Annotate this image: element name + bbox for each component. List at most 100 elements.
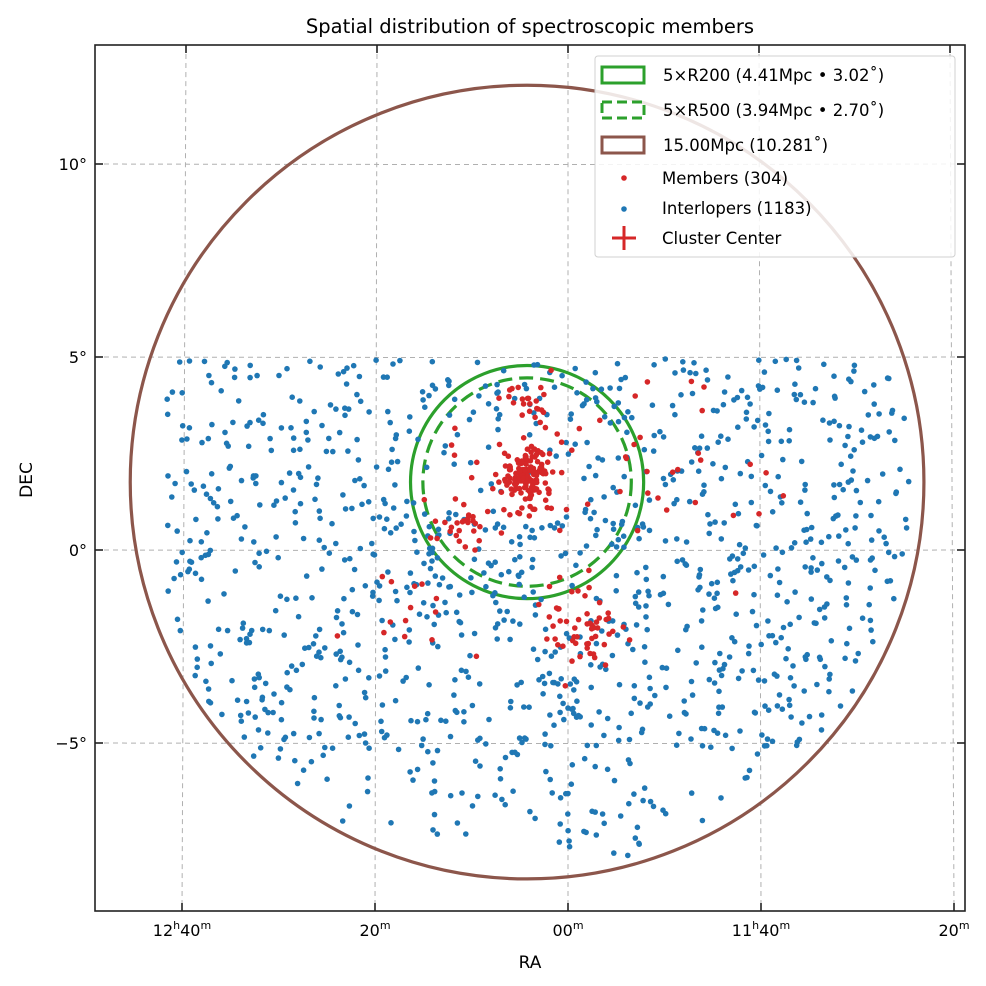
interloper-point — [492, 559, 499, 565]
interloper-point — [868, 627, 874, 633]
interloper-point — [643, 614, 649, 620]
interloper-point — [288, 425, 294, 431]
interloper-point — [769, 738, 776, 745]
interloper-point — [559, 372, 565, 379]
interloper-point — [611, 850, 617, 856]
interloper-point — [465, 674, 472, 680]
member-point — [542, 497, 549, 504]
interloper-point — [232, 568, 239, 574]
interloper-point — [616, 385, 623, 392]
interloper-point — [521, 594, 527, 600]
interloper-point — [542, 731, 548, 737]
interloper-point — [382, 654, 389, 660]
interloper-point — [886, 375, 892, 382]
interloper-point — [214, 503, 221, 510]
interloper-point — [651, 362, 657, 368]
interloper-point — [300, 535, 307, 542]
member-point — [569, 588, 575, 595]
member-point — [474, 459, 480, 466]
interloper-point — [842, 655, 848, 662]
interloper-point — [876, 528, 882, 534]
interloper-point — [774, 387, 781, 394]
interloper-point — [341, 595, 347, 602]
interloper-point — [201, 358, 208, 365]
interloper-point — [406, 627, 413, 633]
member-point — [542, 424, 549, 431]
interloper-point — [786, 426, 793, 433]
interloper-point — [560, 700, 566, 707]
interloper-point — [730, 577, 736, 584]
interloper-point — [767, 488, 774, 495]
interloper-point — [773, 639, 779, 646]
interloper-point — [613, 572, 620, 579]
interloper-point — [408, 717, 414, 724]
member-point — [610, 628, 616, 635]
interloper-point — [571, 687, 577, 693]
interloper-point — [494, 381, 500, 388]
interloper-point — [676, 730, 682, 737]
interloper-point — [429, 790, 435, 796]
interloper-point — [458, 667, 465, 674]
interloper-point — [426, 682, 432, 688]
interloper-point — [517, 541, 523, 548]
interloper-point — [646, 674, 653, 681]
interloper-point — [601, 732, 607, 739]
interloper-point — [345, 448, 351, 454]
interloper-point — [563, 439, 569, 446]
interloper-point — [395, 746, 402, 753]
interloper-point — [429, 549, 436, 556]
member-point — [519, 505, 525, 511]
interloper-point — [601, 414, 608, 420]
interloper-point — [467, 459, 474, 466]
interloper-point — [403, 674, 410, 681]
interloper-point — [615, 536, 622, 543]
interloper-point — [631, 791, 637, 797]
interloper-point — [842, 442, 848, 449]
interloper-point — [177, 571, 184, 578]
interloper-point — [431, 811, 438, 818]
member-point — [585, 640, 592, 647]
interloper-point — [704, 445, 711, 451]
interloper-point — [643, 564, 649, 571]
member-point — [470, 518, 476, 524]
interloper-point — [336, 429, 343, 436]
interloper-point — [552, 649, 558, 655]
interloper-point — [165, 473, 171, 479]
interloper-point — [775, 473, 781, 480]
grid-line-ra-3 — [758, 45, 762, 911]
interloper-point — [420, 397, 426, 403]
interloper-point — [593, 640, 600, 647]
interloper-point — [838, 461, 844, 468]
interloper-point — [810, 399, 816, 406]
interloper-point — [177, 627, 184, 634]
interloper-point — [696, 445, 703, 452]
interloper-point — [714, 730, 721, 736]
interloper-point — [387, 419, 394, 426]
interloper-point — [394, 458, 401, 465]
interloper-point — [521, 381, 528, 388]
member-point — [549, 469, 556, 475]
interloper-point — [346, 803, 353, 809]
interloper-point — [590, 385, 596, 392]
interloper-point — [826, 676, 832, 682]
interloper-point — [319, 422, 325, 429]
interloper-point — [374, 579, 380, 585]
interloper-point — [382, 646, 388, 653]
interloper-point — [511, 395, 518, 402]
interloper-point — [393, 525, 400, 531]
interloper-point — [810, 555, 816, 561]
interloper-point — [635, 589, 642, 595]
interloper-point — [277, 593, 284, 599]
interloper-point — [322, 645, 328, 651]
interloper-point — [779, 706, 786, 712]
member-point — [538, 384, 544, 391]
interloper-point — [662, 538, 669, 544]
interloper-point — [434, 555, 441, 561]
interloper-point — [812, 385, 819, 392]
interloper-point — [599, 628, 605, 634]
interloper-point — [259, 694, 266, 701]
interloper-point — [230, 419, 236, 426]
member-point — [387, 619, 394, 625]
interloper-point — [423, 464, 430, 471]
